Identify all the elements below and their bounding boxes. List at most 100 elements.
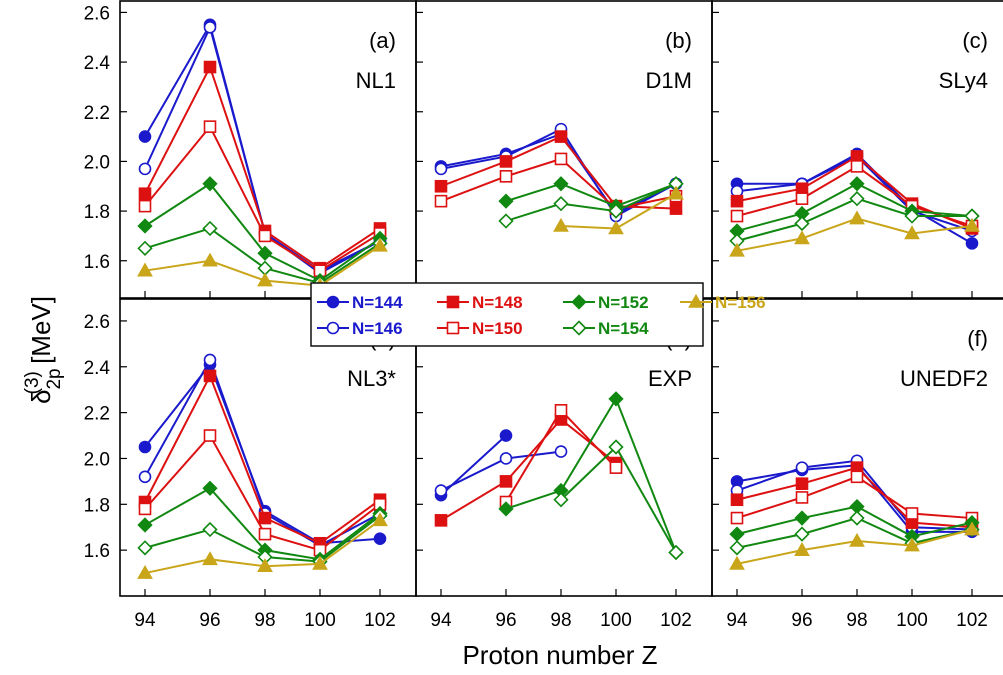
legend-item: N=154 bbox=[563, 319, 649, 338]
data-point bbox=[729, 526, 745, 542]
data-point bbox=[498, 213, 514, 229]
data-point bbox=[499, 475, 513, 488]
y-axis-label-subscript: 2p bbox=[44, 368, 65, 389]
data-point bbox=[203, 60, 217, 74]
y-tick-label: 2.6 bbox=[84, 312, 110, 333]
data-point bbox=[312, 555, 328, 570]
data-point bbox=[850, 470, 864, 484]
data-point bbox=[794, 215, 810, 232]
data-point bbox=[499, 452, 513, 465]
y-axis-label-symbol: δ bbox=[26, 390, 56, 404]
data-point bbox=[904, 537, 920, 552]
model-label: UNEDF2 bbox=[900, 366, 988, 391]
x-tick-label: 102 bbox=[660, 610, 692, 631]
data-point bbox=[434, 162, 448, 176]
panel-label: (b) bbox=[665, 28, 692, 53]
y-tick-label: 1.6 bbox=[84, 541, 110, 562]
data-point bbox=[964, 521, 980, 536]
panel-label: (f) bbox=[967, 326, 988, 351]
data-point bbox=[138, 470, 152, 484]
data-point bbox=[203, 429, 217, 442]
data-point bbox=[202, 176, 218, 192]
data-point bbox=[669, 202, 683, 215]
data-point bbox=[202, 521, 218, 538]
y-tick-label: 2.2 bbox=[84, 404, 110, 425]
data-point bbox=[434, 194, 448, 208]
data-point bbox=[137, 240, 153, 256]
data-point bbox=[849, 510, 865, 526]
data-point bbox=[730, 194, 744, 208]
data-point bbox=[258, 527, 272, 541]
data-point bbox=[849, 176, 865, 192]
data-point bbox=[257, 558, 273, 573]
legend-item: N=156 bbox=[680, 293, 766, 312]
data-point bbox=[608, 439, 624, 455]
model-label: D1M bbox=[646, 68, 692, 93]
data-point bbox=[258, 229, 272, 243]
legend-label: N=146 bbox=[352, 319, 403, 338]
data-point bbox=[729, 242, 745, 257]
x-tick-label: 98 bbox=[254, 610, 275, 631]
legend-item: N=144 bbox=[317, 293, 403, 312]
x-tick-label: 100 bbox=[600, 610, 632, 631]
data-point bbox=[203, 120, 217, 133]
data-point bbox=[202, 220, 218, 237]
data-point bbox=[372, 237, 388, 252]
data-point bbox=[554, 130, 568, 143]
data-point bbox=[795, 461, 809, 474]
data-point bbox=[668, 544, 684, 561]
panel-c: (c) SLy4 bbox=[711, 0, 1003, 299]
panel-f: 94 96 98 100 102 (f) UNEDF2 bbox=[711, 298, 1003, 631]
legend: N=144 N=146 N=148 N=150 N=152 N=154 N=156 bbox=[310, 282, 766, 347]
y-tick-label: 2.4 bbox=[84, 53, 111, 74]
data-point bbox=[904, 225, 920, 240]
y-tick-label: 2.4 bbox=[84, 358, 111, 379]
data-point bbox=[608, 203, 624, 219]
data-point bbox=[554, 404, 568, 417]
legend-marker bbox=[446, 321, 460, 335]
x-tick-label: 98 bbox=[550, 610, 571, 631]
data-point bbox=[609, 461, 623, 474]
data-point bbox=[608, 220, 624, 235]
y-axis-label: δ2p(3) [MeV] bbox=[22, 296, 65, 404]
data-point bbox=[138, 162, 152, 176]
data-point bbox=[138, 502, 152, 516]
data-point bbox=[850, 160, 864, 173]
series-line bbox=[505, 182, 677, 222]
data-point bbox=[849, 191, 865, 207]
data-point bbox=[499, 429, 513, 442]
series-line bbox=[505, 182, 677, 208]
model-label: NL1 bbox=[356, 68, 396, 93]
data-point bbox=[794, 510, 810, 526]
data-point bbox=[137, 262, 153, 277]
legend-label: N=144 bbox=[352, 293, 403, 312]
y-tick-label: 2.0 bbox=[84, 449, 110, 470]
x-axis-label: Proton number Z bbox=[462, 640, 657, 670]
model-label: NL3* bbox=[347, 366, 396, 391]
data-point bbox=[499, 170, 513, 183]
legend-marker bbox=[688, 293, 704, 308]
legend-label: N=148 bbox=[472, 293, 523, 312]
data-point bbox=[904, 208, 920, 224]
data-point bbox=[498, 193, 514, 209]
data-point bbox=[202, 480, 218, 496]
data-point bbox=[202, 551, 218, 566]
legend-label: N=150 bbox=[472, 319, 523, 338]
panel-b: (b) D1M bbox=[415, 0, 713, 299]
legend-label: N=152 bbox=[598, 293, 649, 312]
panel-label: (a) bbox=[369, 28, 396, 53]
model-label: EXP bbox=[648, 366, 692, 391]
data-point bbox=[434, 484, 448, 497]
y-tick-label: 2.0 bbox=[84, 152, 110, 173]
x-tick-label: 94 bbox=[430, 610, 452, 631]
data-point bbox=[499, 155, 513, 168]
y-tick-label: 2.2 bbox=[84, 103, 110, 124]
data-point bbox=[373, 532, 387, 545]
data-point bbox=[434, 179, 448, 193]
x-tick-label: 94 bbox=[726, 610, 748, 631]
data-point bbox=[498, 501, 514, 517]
data-point bbox=[730, 493, 744, 507]
